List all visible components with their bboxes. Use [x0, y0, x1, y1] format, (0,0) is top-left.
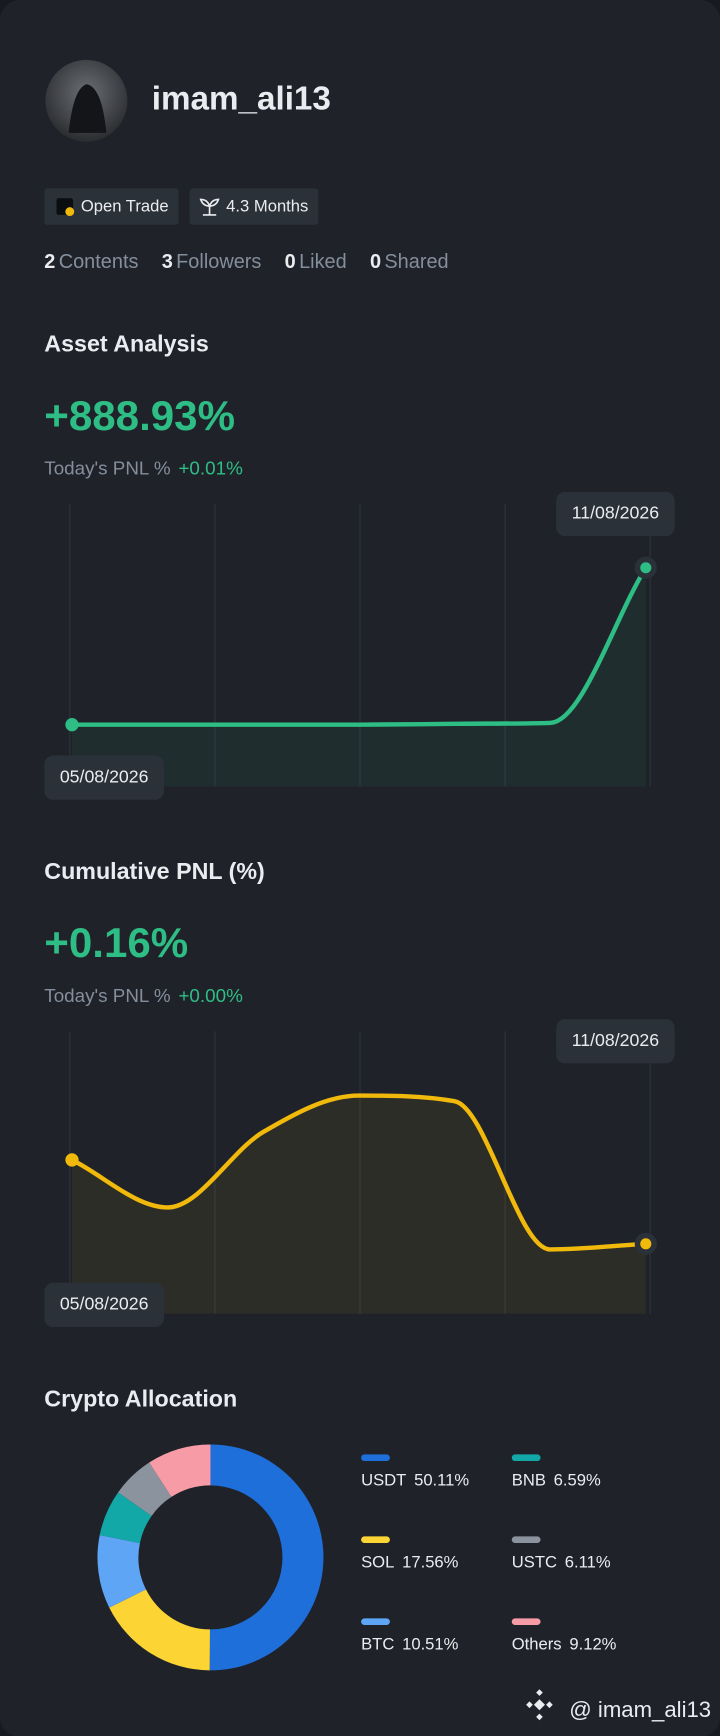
- avatar-figure: [68, 84, 107, 133]
- today-label: Today's PNL %: [44, 985, 171, 1006]
- donut-slice[interactable]: [149, 1444, 211, 1497]
- legend-name: BNB: [512, 1470, 546, 1489]
- date-label: 11/08/2026: [572, 503, 660, 523]
- stat-label: Shared: [384, 251, 448, 273]
- legend-value: 17.56%: [402, 1552, 459, 1571]
- line: [69, 565, 649, 727]
- date-label: 05/08/2026: [60, 766, 149, 786]
- donut-chart: Crypto Allocation USDT 50.11% SOL 17.56% BTC 1…: [44, 1385, 617, 1671]
- badge-text: 4.3 Months: [226, 197, 308, 216]
- legend-name: USTC: [512, 1552, 557, 1571]
- stat-count: 3: [162, 251, 173, 273]
- chart-title: Crypto Allocation: [44, 1385, 237, 1411]
- end-dot: [640, 1238, 652, 1250]
- logo: [526, 1689, 553, 1721]
- badge-text: Open Trade: [81, 197, 169, 216]
- legend-swatch: [361, 1454, 390, 1462]
- line-area: [72, 567, 646, 787]
- line-chart: Asset Analysis +888.93% Today's PNL % +0.01…: [44, 331, 675, 800]
- legend-name: BTC: [361, 1634, 394, 1653]
- donut-slice[interactable]: [118, 1462, 172, 1516]
- legend-swatch: [361, 1618, 390, 1625]
- stats: 2 Contents 3 Followers 0 Liked 0 Shared: [44, 251, 448, 273]
- chart-title: Asset Analysis: [44, 331, 209, 357]
- username: imam_ali13: [152, 81, 331, 118]
- stat-count: 0: [285, 251, 296, 273]
- today-value: +0.00%: [178, 985, 243, 1006]
- date-label: 05/08/2026: [60, 1294, 149, 1314]
- line-area: [72, 1095, 646, 1314]
- watermark-text: @ imam_ali13: [569, 1697, 711, 1722]
- legend-name: USDT: [361, 1470, 406, 1489]
- legend-name: Others: [512, 1634, 562, 1653]
- badge-icon: [199, 198, 220, 216]
- line: [69, 1093, 649, 1252]
- donut-slice[interactable]: [97, 1535, 146, 1608]
- stat-label: Contents: [59, 251, 139, 273]
- start-dot: [65, 1153, 79, 1167]
- legend-swatch: [511, 1536, 541, 1544]
- date-label: 11/08/2026: [572, 1030, 660, 1050]
- chart-title: Cumulative PNL (%): [44, 858, 264, 884]
- legend-swatch: [361, 1536, 390, 1544]
- watermark: @ imam_ali13: [526, 1689, 711, 1722]
- donut-slice[interactable]: [99, 1492, 152, 1544]
- legend-swatch: [511, 1454, 541, 1462]
- date-bubble: [44, 755, 165, 800]
- stat-label: Followers: [176, 251, 261, 273]
- end-dot: [640, 562, 652, 574]
- badge-box: [189, 188, 319, 225]
- stat-count: 2: [44, 251, 55, 273]
- legend-value: 9.12%: [569, 1634, 616, 1653]
- today-value: +0.01%: [178, 458, 243, 479]
- badges: Open Trade 4.3 Months: [44, 188, 319, 225]
- donut-slice[interactable]: [209, 1444, 324, 1671]
- charts: Asset Analysis +888.93% Today's PNL % +0.01…: [44, 331, 675, 1671]
- legend-value: 50.11%: [414, 1470, 469, 1489]
- date-bubble: [556, 491, 675, 537]
- headline-value: +0.16%: [44, 919, 188, 966]
- donut-slice[interactable]: [109, 1589, 210, 1671]
- legend-name: SOL: [361, 1552, 394, 1571]
- legend-value: 6.59%: [554, 1470, 601, 1489]
- start-dot: [65, 718, 79, 732]
- stat-label: Liked: [299, 251, 347, 273]
- line-chart: Cumulative PNL (%) +0.16% Today's PNL % +0.…: [44, 858, 675, 1328]
- legend-value: 6.11%: [565, 1552, 611, 1571]
- today-label: Today's PNL %: [44, 458, 171, 479]
- badge-icon-dot: [65, 207, 75, 217]
- date-bubble: [44, 1282, 165, 1328]
- badge[interactable]: Open Trade: [44, 188, 179, 225]
- badge-box: [44, 188, 179, 225]
- stat-count: 0: [370, 251, 381, 273]
- headline-value: +888.93%: [44, 392, 235, 439]
- legend-swatch: [511, 1618, 541, 1625]
- legend-value: 10.51%: [402, 1634, 459, 1653]
- date-bubble: [556, 1019, 675, 1064]
- badge[interactable]: 4.3 Months: [189, 188, 319, 225]
